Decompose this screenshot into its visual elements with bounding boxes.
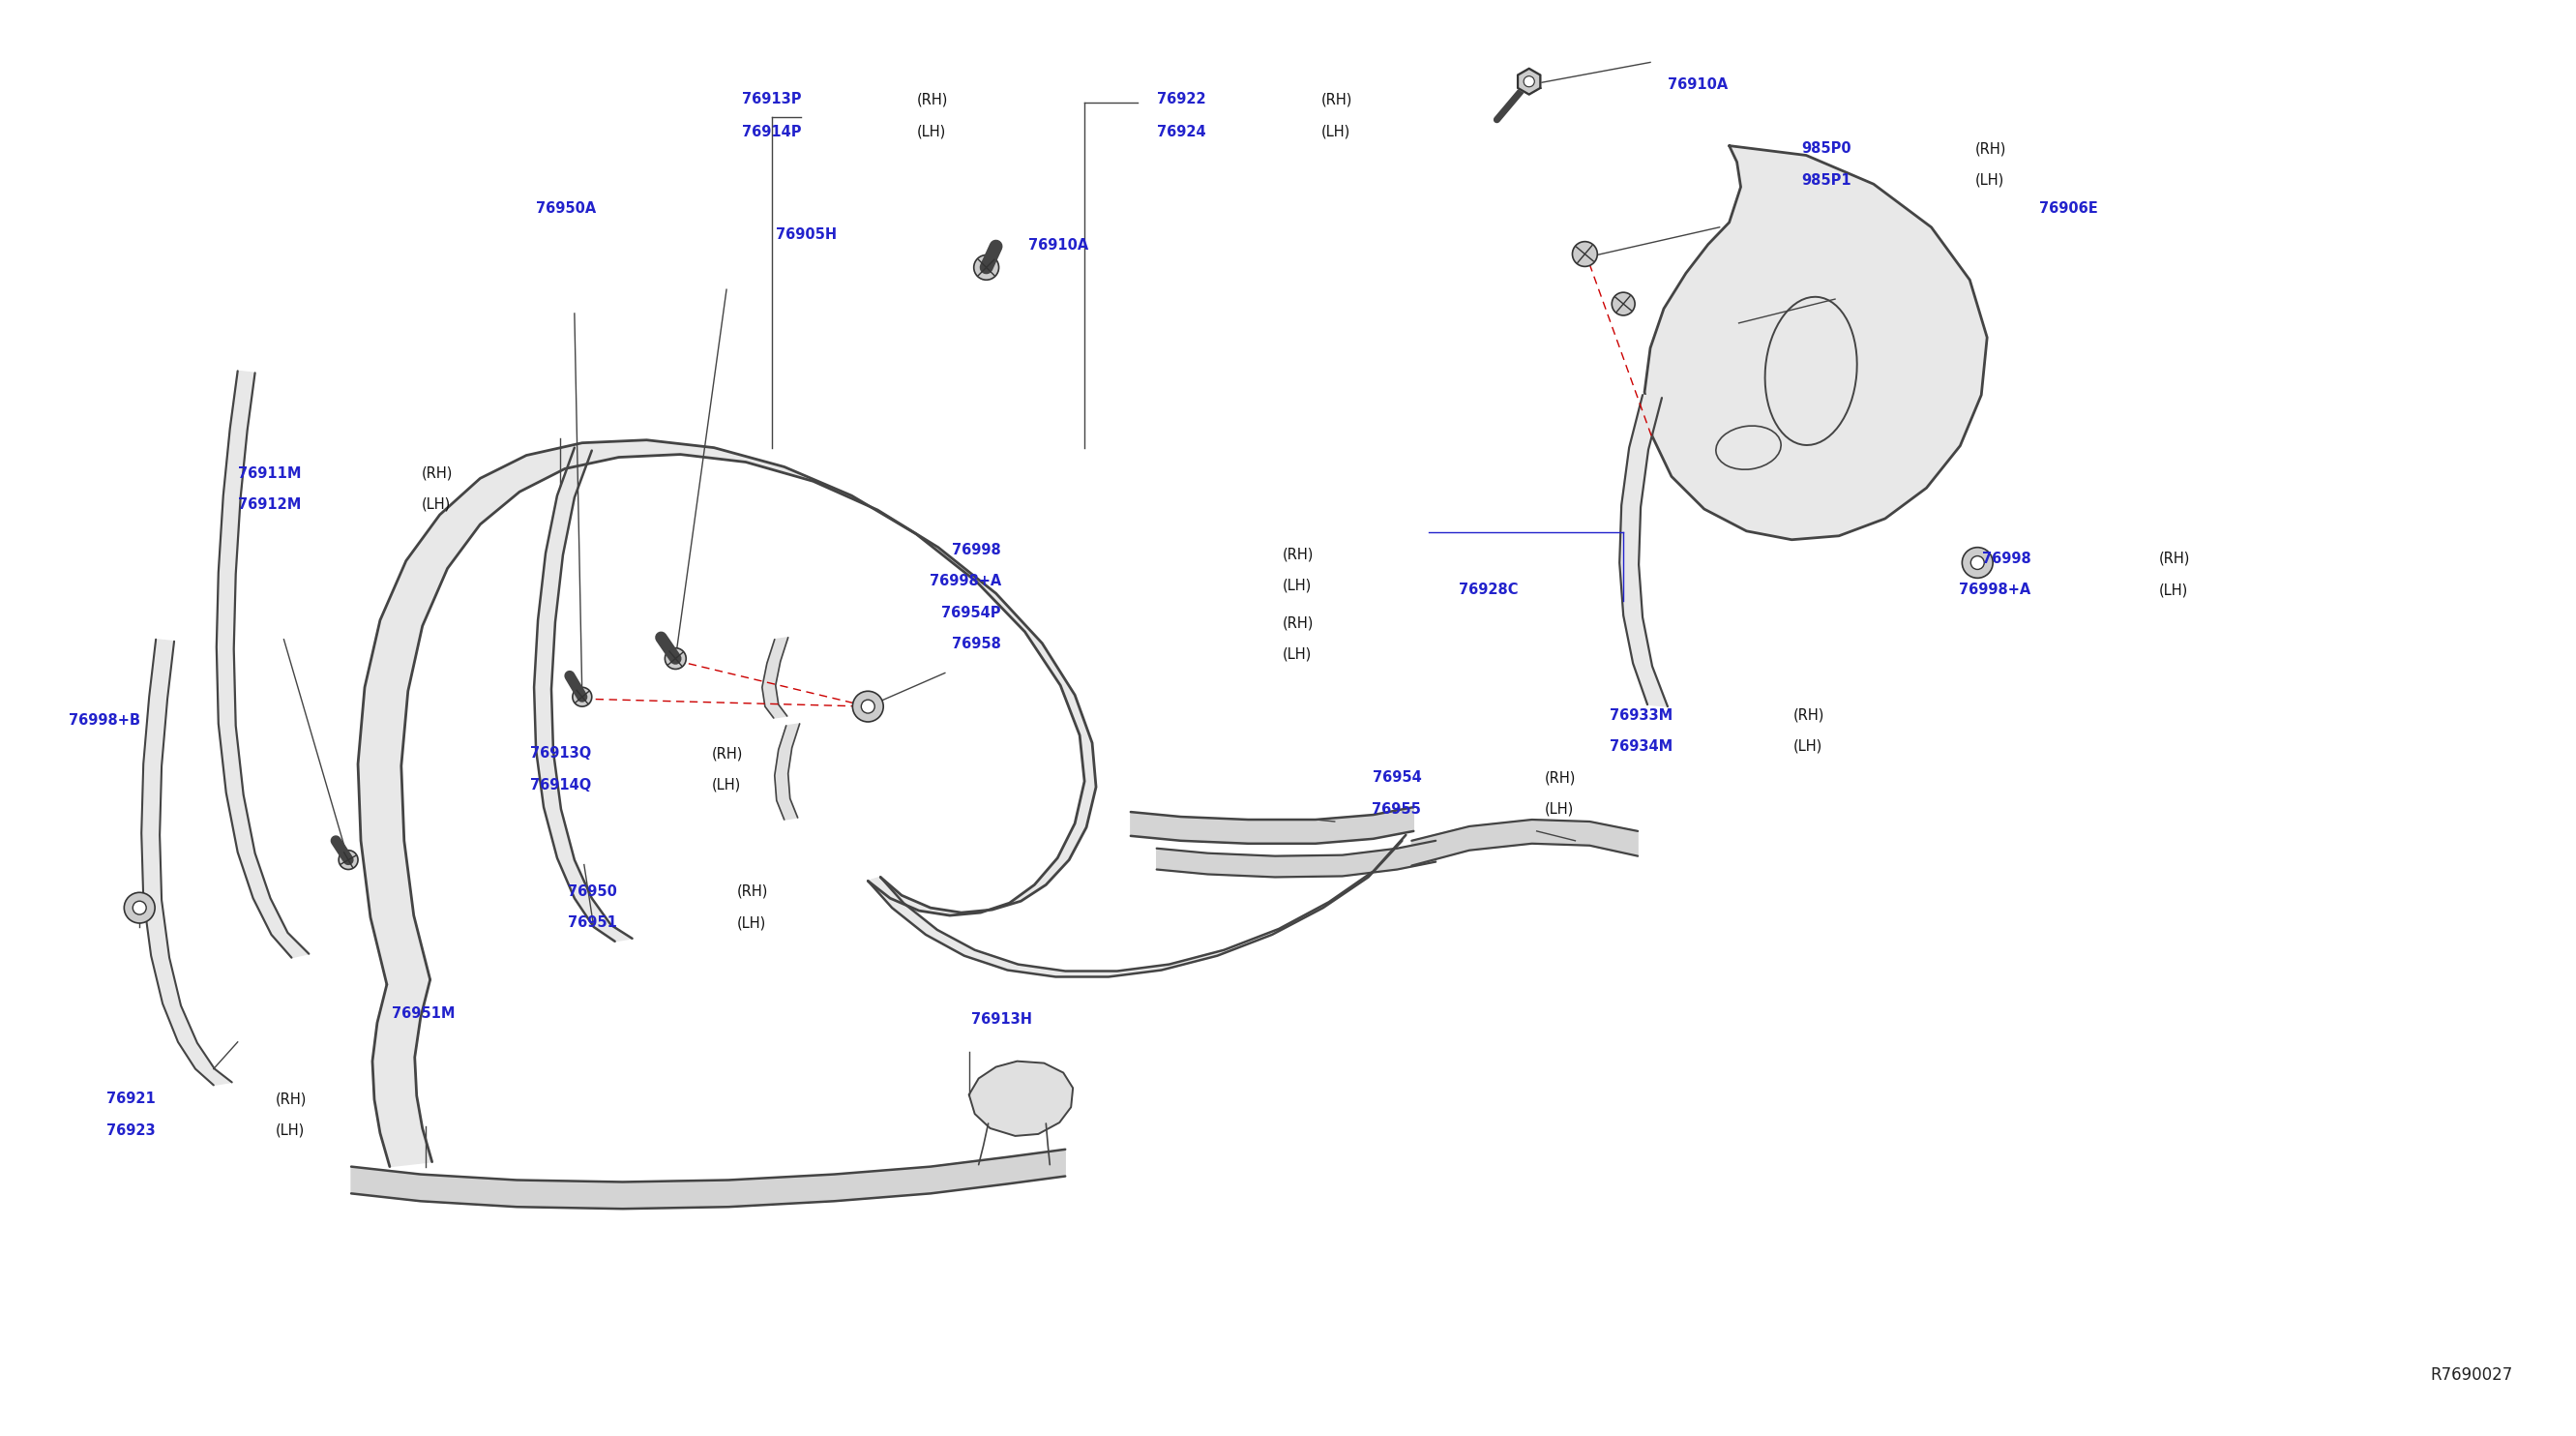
Text: (LH): (LH) — [422, 497, 451, 511]
Polygon shape — [762, 638, 788, 718]
Text: (LH): (LH) — [1793, 740, 1821, 754]
Text: 76998: 76998 — [953, 543, 1002, 557]
Text: (RH): (RH) — [737, 885, 768, 899]
Text: (RH): (RH) — [917, 92, 948, 106]
Text: (LH): (LH) — [276, 1123, 304, 1137]
Circle shape — [1571, 241, 1597, 267]
Text: 76954P: 76954P — [940, 606, 1002, 620]
Text: (RH): (RH) — [422, 467, 453, 481]
Text: 76912M: 76912M — [237, 497, 301, 511]
Polygon shape — [868, 834, 1406, 976]
Text: (RH): (RH) — [1793, 708, 1824, 722]
Polygon shape — [533, 448, 631, 942]
Text: (RH): (RH) — [276, 1091, 307, 1107]
Text: 76950: 76950 — [567, 885, 616, 899]
Text: 76911M: 76911M — [237, 467, 301, 481]
Polygon shape — [216, 370, 309, 958]
Text: (RH): (RH) — [1283, 616, 1314, 630]
Text: 76905H: 76905H — [775, 227, 837, 241]
Text: (LH): (LH) — [917, 125, 945, 139]
Circle shape — [1522, 76, 1535, 86]
Circle shape — [337, 850, 358, 869]
Text: 985P0: 985P0 — [1801, 142, 1852, 157]
Text: 76910A: 76910A — [1028, 238, 1087, 253]
Text: 76998+B: 76998+B — [70, 714, 139, 728]
Polygon shape — [1517, 67, 1540, 95]
Text: 76934M: 76934M — [1610, 740, 1672, 754]
Polygon shape — [350, 1149, 1066, 1209]
Text: 76998: 76998 — [1981, 551, 2030, 566]
Circle shape — [974, 256, 999, 280]
Polygon shape — [374, 979, 433, 1166]
Text: (RH): (RH) — [1321, 92, 1352, 106]
Text: 76998+A: 76998+A — [930, 574, 1002, 589]
Text: (LH): (LH) — [1543, 801, 1574, 816]
Text: 76922: 76922 — [1157, 92, 1206, 106]
Text: 76906E: 76906E — [2038, 201, 2097, 215]
Text: 985P1: 985P1 — [1801, 172, 1852, 188]
Text: 76958: 76958 — [951, 636, 1002, 652]
Circle shape — [1525, 76, 1535, 86]
Circle shape — [572, 688, 592, 707]
Polygon shape — [358, 439, 1095, 985]
Text: 76933M: 76933M — [1610, 708, 1672, 722]
Text: (LH): (LH) — [1976, 172, 2004, 188]
Text: 76951M: 76951M — [392, 1007, 456, 1021]
Polygon shape — [1157, 840, 1435, 877]
Circle shape — [1613, 293, 1636, 316]
Circle shape — [1971, 556, 1984, 570]
Text: 76951: 76951 — [567, 916, 616, 931]
Text: 76998+A: 76998+A — [1960, 583, 2030, 597]
Text: 76913H: 76913H — [971, 1012, 1033, 1027]
Circle shape — [124, 892, 155, 923]
Text: 76924: 76924 — [1157, 125, 1206, 139]
Circle shape — [134, 902, 147, 915]
Circle shape — [860, 699, 876, 714]
Text: 76921: 76921 — [106, 1091, 155, 1107]
Polygon shape — [142, 639, 232, 1086]
Polygon shape — [1643, 145, 1986, 540]
Text: 76950A: 76950A — [536, 201, 595, 215]
Text: (RH): (RH) — [2159, 551, 2190, 566]
Text: (LH): (LH) — [737, 916, 765, 931]
Polygon shape — [1620, 395, 1667, 707]
Text: (RH): (RH) — [1283, 547, 1314, 561]
Text: (LH): (LH) — [1321, 125, 1350, 139]
Text: (LH): (LH) — [2159, 583, 2190, 597]
Circle shape — [853, 691, 884, 722]
Polygon shape — [1517, 69, 1540, 93]
Polygon shape — [1131, 807, 1414, 843]
Text: 76954: 76954 — [1373, 771, 1422, 785]
Polygon shape — [775, 724, 799, 820]
Polygon shape — [969, 1061, 1074, 1136]
Circle shape — [1963, 547, 1994, 579]
Text: (LH): (LH) — [1283, 646, 1311, 661]
Polygon shape — [1412, 820, 1638, 866]
Text: 76914Q: 76914Q — [531, 778, 590, 793]
Circle shape — [665, 648, 685, 669]
Text: (LH): (LH) — [711, 778, 742, 793]
Text: (RH): (RH) — [711, 747, 742, 761]
Text: 76914P: 76914P — [742, 125, 801, 139]
Text: 76910A: 76910A — [1667, 78, 1728, 92]
Text: 76955: 76955 — [1373, 801, 1422, 816]
Text: (LH): (LH) — [1283, 579, 1311, 593]
Text: 76913P: 76913P — [742, 92, 801, 106]
Text: (RH): (RH) — [1976, 142, 2007, 157]
Text: 76913Q: 76913Q — [531, 747, 590, 761]
Text: 76923: 76923 — [106, 1123, 155, 1137]
Text: R7690027: R7690027 — [2429, 1367, 2514, 1384]
Text: 76928C: 76928C — [1458, 583, 1520, 597]
Text: (RH): (RH) — [1543, 771, 1577, 785]
